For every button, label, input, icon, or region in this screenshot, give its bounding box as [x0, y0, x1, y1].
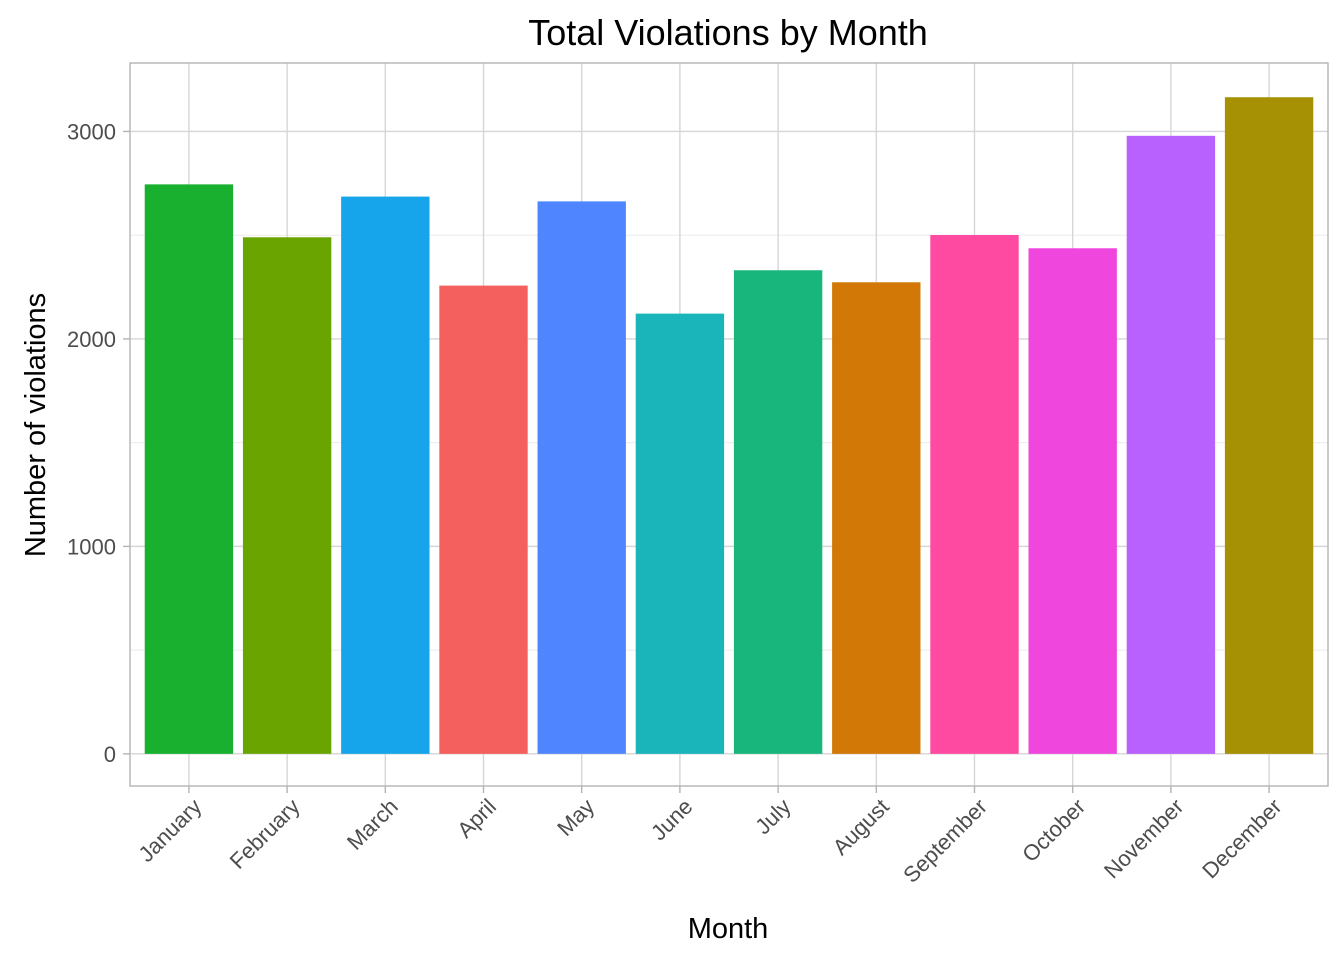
y-tick-label: 0 — [104, 742, 116, 767]
bar-january — [144, 184, 234, 754]
bar-june — [635, 313, 725, 754]
bar-october — [1028, 248, 1117, 754]
plot-panel-border — [129, 62, 1329, 787]
bar-march — [341, 196, 430, 754]
bar-may — [537, 201, 626, 754]
y-tick-label: 1000 — [67, 534, 116, 559]
bar-april — [439, 285, 528, 754]
y-tick-label: 2000 — [67, 327, 116, 352]
bar-september — [930, 234, 1019, 754]
y-axis-title: Number of violations — [20, 293, 52, 557]
y-tick-label: 3000 — [67, 119, 116, 144]
bar-july — [733, 270, 823, 754]
y-axis-ticks: 0 1000 2000 3000 — [67, 119, 130, 767]
chart-title: Total Violations by Month — [528, 12, 928, 53]
bar-december — [1224, 97, 1314, 754]
bar-november — [1126, 135, 1216, 754]
bar-february — [242, 237, 332, 754]
bar-august — [832, 282, 921, 754]
x-axis-title: Month — [688, 913, 769, 945]
bars — [144, 97, 1314, 754]
